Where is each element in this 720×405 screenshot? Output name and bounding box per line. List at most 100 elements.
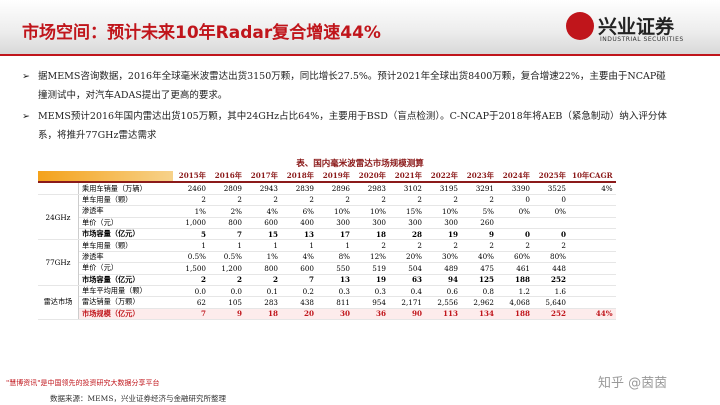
cell: 10%: [353, 205, 389, 218]
cell: 10%: [317, 205, 353, 218]
cell: 2: [173, 274, 209, 286]
cell: 0.1: [245, 285, 281, 298]
logo: 兴业证券: [598, 16, 675, 38]
cell: 40%: [461, 251, 497, 264]
column-header: 10年CAGR: [569, 171, 616, 184]
column-header: 2021年: [389, 171, 425, 184]
cell: 4%: [281, 251, 317, 264]
cell: 3195: [425, 182, 461, 195]
cell: 283: [245, 296, 281, 309]
cell: 2: [209, 194, 245, 207]
cell: 105: [209, 296, 245, 309]
cell: 0.0: [173, 285, 209, 298]
cell: 2: [461, 194, 497, 207]
cell: 15: [245, 228, 281, 241]
cell: 1: [209, 239, 245, 252]
table-row: 77GHz 单车用量（颗） 1 1 1 1 1 2 2 2 2 2 2: [38, 239, 616, 286]
table-row: 市场容量（亿元） 5 7 15 13 17 18 28 19 9 0 0: [38, 228, 616, 241]
cell: 2: [245, 194, 281, 207]
corner: [38, 171, 173, 184]
row-label: 市场容量（亿元）: [78, 274, 173, 286]
cell: 2: [353, 239, 389, 252]
cell: 2: [209, 274, 245, 286]
bullet: ➢ 据MEMS咨询数据，2016年全球毫米波雷达出货3150万颗，同比增长27.5…: [22, 67, 672, 105]
cell: 17: [317, 228, 353, 241]
cell: 60%: [497, 251, 533, 264]
cell: 1: [245, 239, 281, 252]
group-label: 雷达市场: [38, 285, 79, 321]
cell: 504: [389, 262, 425, 275]
cell: 125: [461, 274, 497, 286]
cell: 1.6: [533, 285, 569, 298]
cell: [569, 217, 616, 229]
table-row: 市场规模（亿元） 7 9 18 20 30 36 90 113 134 188 252 44%: [38, 308, 616, 321]
cell: 0.0: [209, 285, 245, 298]
cell: 2: [281, 194, 317, 207]
cell: 2: [353, 194, 389, 207]
table-row: 渗透率 1% 2% 4% 6% 10% 10% 15% 10% 5% 0% 0%: [38, 205, 616, 218]
column-header: 2025年: [533, 171, 569, 184]
cell: 954: [353, 296, 389, 309]
cell: 2%: [209, 205, 245, 218]
cell: [569, 251, 616, 264]
cell: 5%: [461, 205, 497, 218]
cell: 36: [353, 308, 389, 321]
cell: 4,068: [497, 296, 533, 309]
row-label: 单车平均用量（颗）: [78, 285, 173, 298]
cell: 18: [245, 308, 281, 321]
cell: 1: [281, 239, 317, 252]
rule: [0, 54, 720, 56]
column-header: 2017年: [245, 171, 281, 184]
cell: 2: [425, 194, 461, 207]
row-label: 市场容量（亿元）: [78, 228, 173, 241]
cell: 62: [173, 296, 209, 309]
cell: 5: [173, 228, 209, 241]
cell: 0.5%: [209, 251, 245, 264]
cell: 3525: [533, 182, 569, 195]
cell: 10%: [425, 205, 461, 218]
cell: 13: [281, 228, 317, 241]
cell: 1,000: [173, 217, 209, 229]
row-label: 单价（元）: [78, 217, 173, 229]
cell: 550: [317, 262, 353, 275]
row-label: 单车用量（颗）: [78, 194, 173, 207]
cell: 3102: [389, 182, 425, 195]
group-label: 77GHz: [38, 239, 79, 286]
table-row: 单价（元） 1,000 800 600 400 300 300 300 300 260: [38, 217, 616, 229]
cell: 300: [425, 217, 461, 229]
cell: 519: [353, 262, 389, 275]
cell: 1: [317, 239, 353, 252]
cell: 90: [389, 308, 425, 321]
cell: 30%: [425, 251, 461, 264]
cell: 9: [461, 228, 497, 241]
cell: 800: [209, 217, 245, 229]
cell: 113: [425, 308, 461, 321]
row-label: 市场规模（亿元）: [78, 308, 173, 321]
cell: 0.3: [353, 285, 389, 298]
cell: 5,640: [533, 296, 569, 309]
column-header: 2024年: [497, 171, 533, 184]
cell: [569, 274, 616, 286]
cell: 0%: [497, 205, 533, 218]
cell: 6%: [281, 205, 317, 218]
cell: 2,962: [461, 296, 497, 309]
cell: 3390: [497, 182, 533, 195]
cell: 448: [533, 262, 569, 275]
cell: 461: [497, 262, 533, 275]
cell: 438: [281, 296, 317, 309]
cell: 9: [209, 308, 245, 321]
cell: 2: [533, 239, 569, 252]
cell: [569, 239, 616, 252]
cell: 1.2: [497, 285, 533, 298]
cell: 400: [281, 217, 317, 229]
cell: 2: [461, 239, 497, 252]
cell: 13: [317, 274, 353, 286]
column-header: 2016年: [209, 171, 245, 184]
bullet-text: MEMS预计2016年国内雷达出货105万颗，其中24GHz占比64%，主要用于…: [38, 111, 667, 141]
cell: 94: [425, 274, 461, 286]
group-label: 24GHz: [38, 194, 79, 241]
cell: 1,200: [209, 262, 245, 275]
cell: 20%: [389, 251, 425, 264]
cell: 1%: [173, 205, 209, 218]
